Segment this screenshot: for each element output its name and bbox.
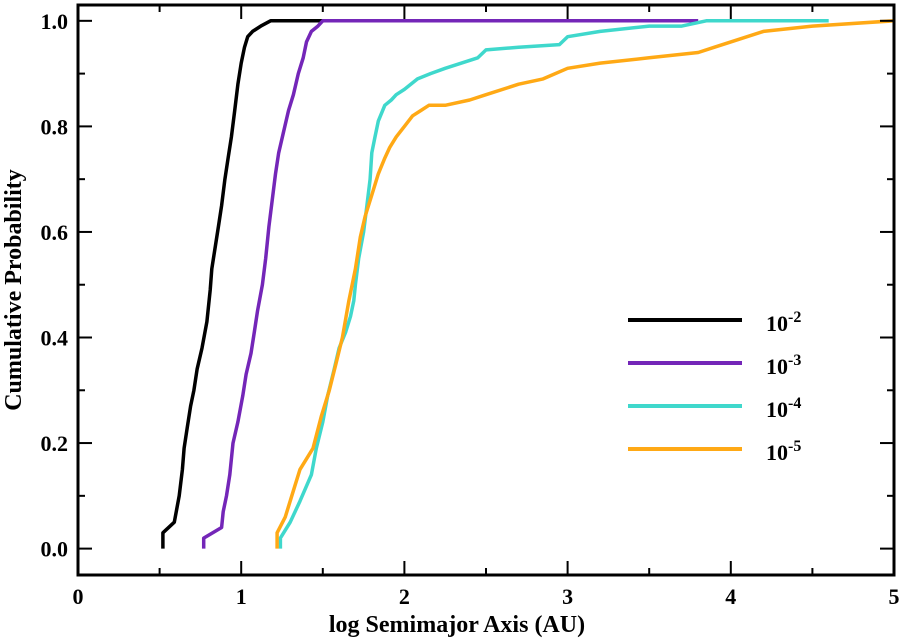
y-axis-label: Cumulative Probability (1, 169, 27, 411)
legend-label-3: 10-5 (766, 438, 801, 465)
x-tick-label-0: 0 (73, 584, 84, 609)
series-layer (161, 19, 895, 549)
x-tick-label-3: 3 (562, 584, 573, 609)
legend-label-2: 10-4 (766, 395, 801, 422)
x-axis-label: log Semimajor Axis (AU) (329, 612, 585, 638)
y-tick-label-5: 1.0 (41, 9, 69, 34)
x-tick-label-2: 2 (399, 584, 410, 609)
y-tick-label-0: 0.0 (41, 537, 69, 562)
tick-labels-layer: 0 1 2 3 4 5 0.0 0.2 0.4 0.6 0.8 1.0 (41, 9, 900, 609)
legend: 10-2 10-3 10-4 10-5 (628, 309, 801, 465)
series-line-0 (161, 19, 340, 549)
plot-frame (76, 3, 896, 577)
y-tick-label-3: 0.6 (41, 220, 69, 245)
y-tick-label-2: 0.4 (41, 326, 69, 351)
series-line-3 (275, 19, 895, 549)
y-tick-label-1: 0.2 (41, 431, 69, 456)
x-tick-label-5: 5 (889, 584, 900, 609)
x-tick-label-1: 1 (236, 584, 247, 609)
y-tick-label-4: 0.8 (41, 114, 69, 139)
series-line-1 (201, 19, 699, 549)
legend-label-0: 10-2 (766, 309, 801, 336)
legend-label-1: 10-3 (766, 352, 801, 379)
x-tick-label-4: 4 (725, 584, 736, 609)
